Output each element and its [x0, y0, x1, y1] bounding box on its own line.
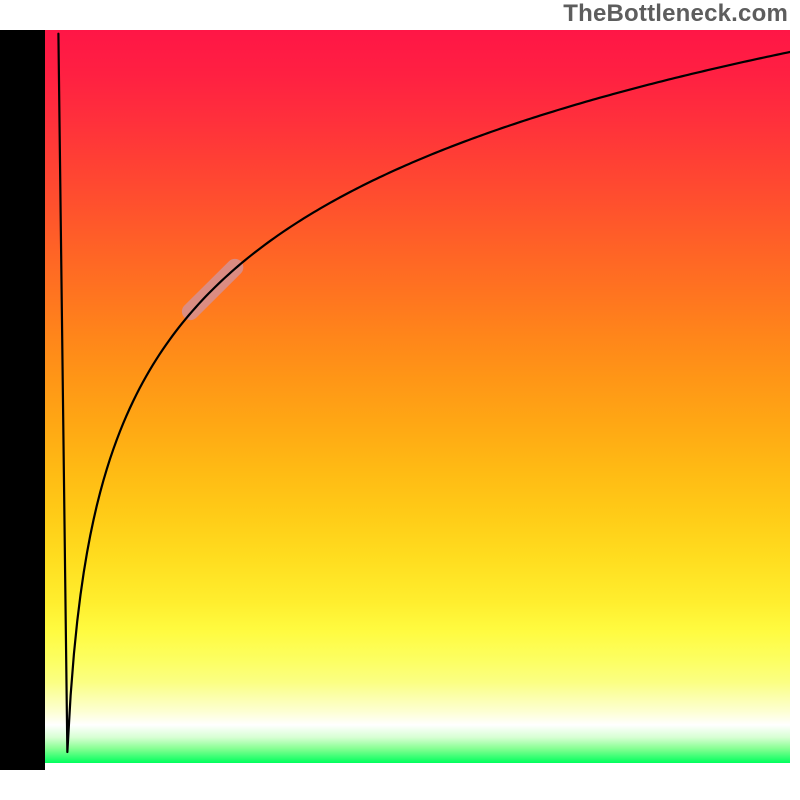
plot-background-gradient: [45, 30, 790, 763]
bottleneck-plot: [45, 30, 790, 763]
x-axis-band: [0, 733, 45, 770]
y-axis-band: [0, 30, 45, 763]
attribution-text: TheBottleneck.com: [563, 0, 788, 28]
